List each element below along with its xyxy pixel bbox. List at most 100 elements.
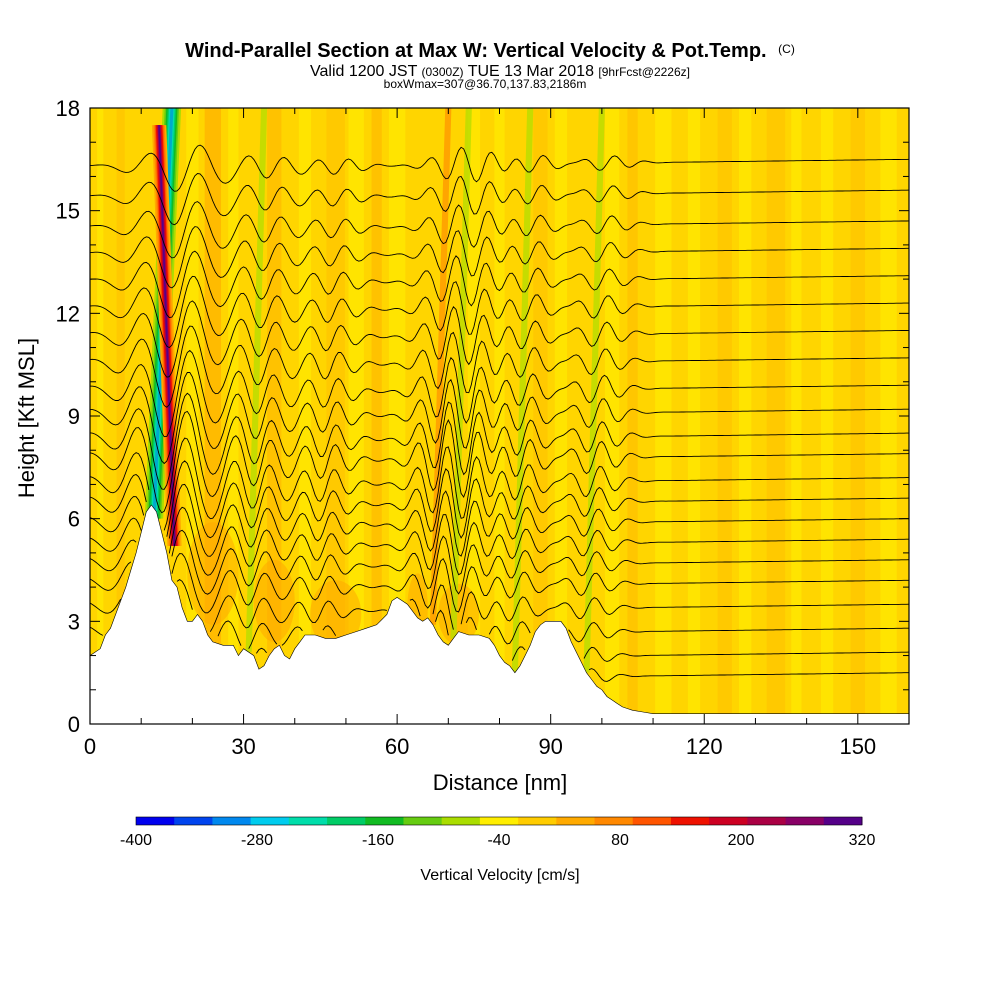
theta-contour-line	[90, 460, 909, 539]
theta-contour-line	[90, 529, 909, 595]
theta-contour-line	[90, 201, 909, 259]
colorbar-swatch	[747, 817, 787, 825]
theta-contour-line	[90, 553, 909, 614]
colorbar-swatch	[670, 817, 710, 825]
theta-contour-line	[90, 300, 909, 378]
velocity-band	[820, 108, 834, 724]
velocity-band	[348, 108, 364, 724]
velocity-band	[880, 108, 897, 724]
y-tick-label: 0	[68, 712, 80, 737]
chart-title-mark: (C)	[778, 42, 795, 56]
y-tick-label: 3	[68, 609, 80, 634]
colorbar-tick-label: -160	[362, 832, 394, 849]
wave-band	[450, 108, 472, 639]
velocity-bands	[97, 108, 897, 724]
velocity-band	[655, 108, 672, 724]
plot-area	[90, 108, 909, 724]
colorbar: -400 -280 -160 -40 80 200 320	[120, 816, 876, 849]
colorbar-frame	[135, 816, 863, 826]
colorbar-swatch	[365, 817, 404, 825]
wave-band	[245, 108, 268, 653]
theta-contour-line	[90, 579, 909, 632]
colorbar-swatch	[785, 817, 825, 825]
wave-band	[583, 108, 605, 673]
colorbar-swatch	[327, 817, 366, 825]
theta-contour-line	[90, 349, 909, 438]
theta-contour-line	[90, 325, 909, 408]
x-tick-label: 30	[231, 734, 255, 759]
terrain-silhouette	[90, 504, 909, 724]
warm-patch	[310, 580, 362, 649]
velocity-band	[228, 108, 239, 724]
wave-band	[429, 108, 452, 625]
theta-contour-line	[90, 437, 909, 531]
colorbar-swatch	[709, 817, 748, 825]
subtitle-valid: Valid 1200 JST	[310, 63, 418, 80]
velocity-band	[494, 108, 505, 724]
colorbar-swatch	[250, 817, 290, 825]
y-tick-label: 12	[56, 301, 80, 326]
subtitle-utc: (0300Z)	[422, 65, 464, 79]
velocity-band	[766, 108, 786, 724]
colorbar-swatch	[174, 817, 213, 825]
theta-contour-line	[90, 506, 909, 576]
warm-patch	[438, 583, 480, 646]
subtitle-date: TUE 13 Mar 2018	[468, 63, 594, 80]
y-tick-label: 15	[56, 199, 80, 224]
chart-title-text: Wind-Parallel Section at Max W: Vertical…	[185, 40, 766, 62]
colorbar-swatch	[136, 817, 175, 825]
theta-contour-line	[90, 392, 909, 490]
velocity-band	[791, 108, 802, 724]
velocity-band	[687, 108, 701, 724]
colorbar-swatch	[479, 817, 519, 825]
colorbar-tick-label: 80	[611, 832, 629, 849]
y-tick-label: 6	[68, 507, 80, 532]
x-tick-label: 90	[538, 734, 562, 759]
colorbar-tick-label: -400	[120, 832, 152, 849]
y-axis: 0 3 6 9 12 15 18	[56, 96, 909, 737]
velocity-band	[850, 108, 865, 724]
velocity-band	[627, 108, 638, 724]
theta-contours	[90, 144, 909, 682]
theta-contour-line	[90, 410, 909, 514]
colorbar-tick-label: -280	[241, 832, 273, 849]
colorbar-swatch	[823, 817, 863, 825]
theta-contour-line	[90, 275, 909, 349]
updraft-core-layer	[158, 125, 176, 547]
theta-contour-line	[90, 250, 909, 319]
velocity-band	[554, 108, 568, 724]
colorbar-swatch	[403, 817, 443, 825]
theta-contour-line	[90, 226, 909, 289]
theta-contour-line	[256, 646, 909, 662]
velocity-band	[97, 108, 104, 724]
velocity-band	[717, 108, 732, 724]
y-tick-label: 18	[56, 96, 80, 121]
colorbar-tick-label: 320	[849, 832, 876, 849]
theta-contour-line	[90, 173, 909, 226]
x-tick-label: 0	[84, 734, 96, 759]
colorbar-swatch	[518, 817, 557, 825]
chart-subtitle: Valid 1200 JST (0300Z) TUE 13 Mar 2018 […	[310, 63, 690, 80]
chart-title: Wind-Parallel Section at Max W: Vertical…	[185, 40, 795, 62]
velocity-band	[739, 108, 752, 724]
theta-contour-line	[90, 609, 909, 649]
warm-patch	[187, 522, 239, 625]
theta-contour-line	[90, 483, 909, 557]
velocity-band	[116, 108, 125, 724]
x-tick-label: 60	[385, 734, 409, 759]
velocity-band	[467, 108, 481, 724]
colorbar-label: Vertical Velocity [cm/s]	[420, 867, 579, 884]
colorbar-tick-label: -40	[487, 832, 510, 849]
x-axis-label: Distance [nm]	[433, 770, 568, 795]
colorbar-swatch	[288, 817, 328, 825]
colorbar-swatch	[212, 817, 252, 825]
colorbar-swatch	[556, 817, 596, 825]
x-tick-label: 150	[839, 734, 876, 759]
theta-contour-line	[588, 668, 909, 682]
x-tick-label: 120	[686, 734, 723, 759]
y-axis-label: Height [Kft MSL]	[14, 338, 39, 498]
colorbar-swatch	[594, 817, 634, 825]
velocity-band	[298, 108, 312, 724]
x-axis: 0 30 60 90 120 150	[84, 108, 910, 759]
